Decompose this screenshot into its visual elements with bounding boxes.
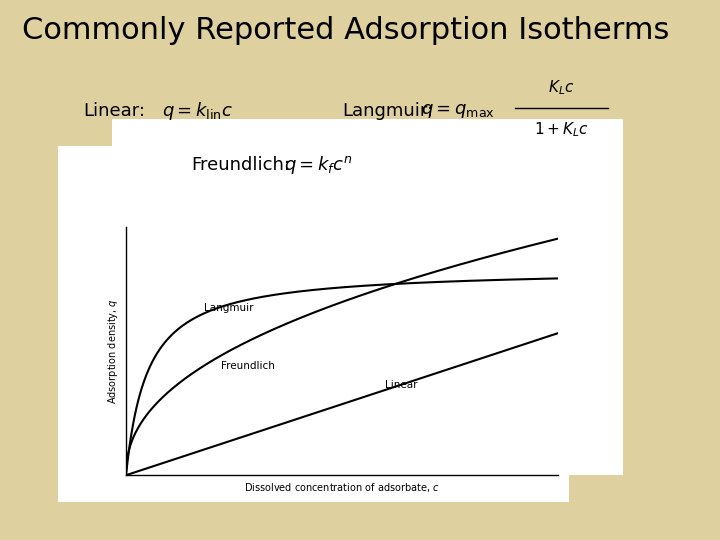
FancyBboxPatch shape bbox=[58, 146, 569, 502]
Text: $q = q_{\mathrm{max}}$: $q = q_{\mathrm{max}}$ bbox=[421, 102, 495, 120]
Y-axis label: Adsorption density, $q$: Adsorption density, $q$ bbox=[107, 298, 120, 404]
FancyBboxPatch shape bbox=[112, 119, 623, 475]
Text: $q = k_{\mathrm{lin}}c$: $q = k_{\mathrm{lin}}c$ bbox=[162, 100, 233, 122]
Text: Freundlich:: Freundlich: bbox=[191, 156, 289, 174]
X-axis label: Dissolved concentration of adsorbate, $c$: Dissolved concentration of adsorbate, $c… bbox=[244, 481, 440, 494]
Text: Freundlich: Freundlich bbox=[221, 361, 275, 370]
Text: Langmuir: Langmuir bbox=[204, 302, 253, 313]
Text: $K_L c$: $K_L c$ bbox=[549, 78, 575, 97]
Text: Linear:: Linear: bbox=[83, 102, 145, 120]
Text: Commonly Reported Adsorption Isotherms: Commonly Reported Adsorption Isotherms bbox=[22, 16, 669, 45]
Text: Linear: Linear bbox=[385, 380, 418, 390]
Text: $1 + K_L c$: $1 + K_L c$ bbox=[534, 120, 589, 139]
Text: Langmuir:: Langmuir: bbox=[342, 102, 433, 120]
Text: $q = k_f c^n$: $q = k_f c^n$ bbox=[284, 154, 353, 176]
